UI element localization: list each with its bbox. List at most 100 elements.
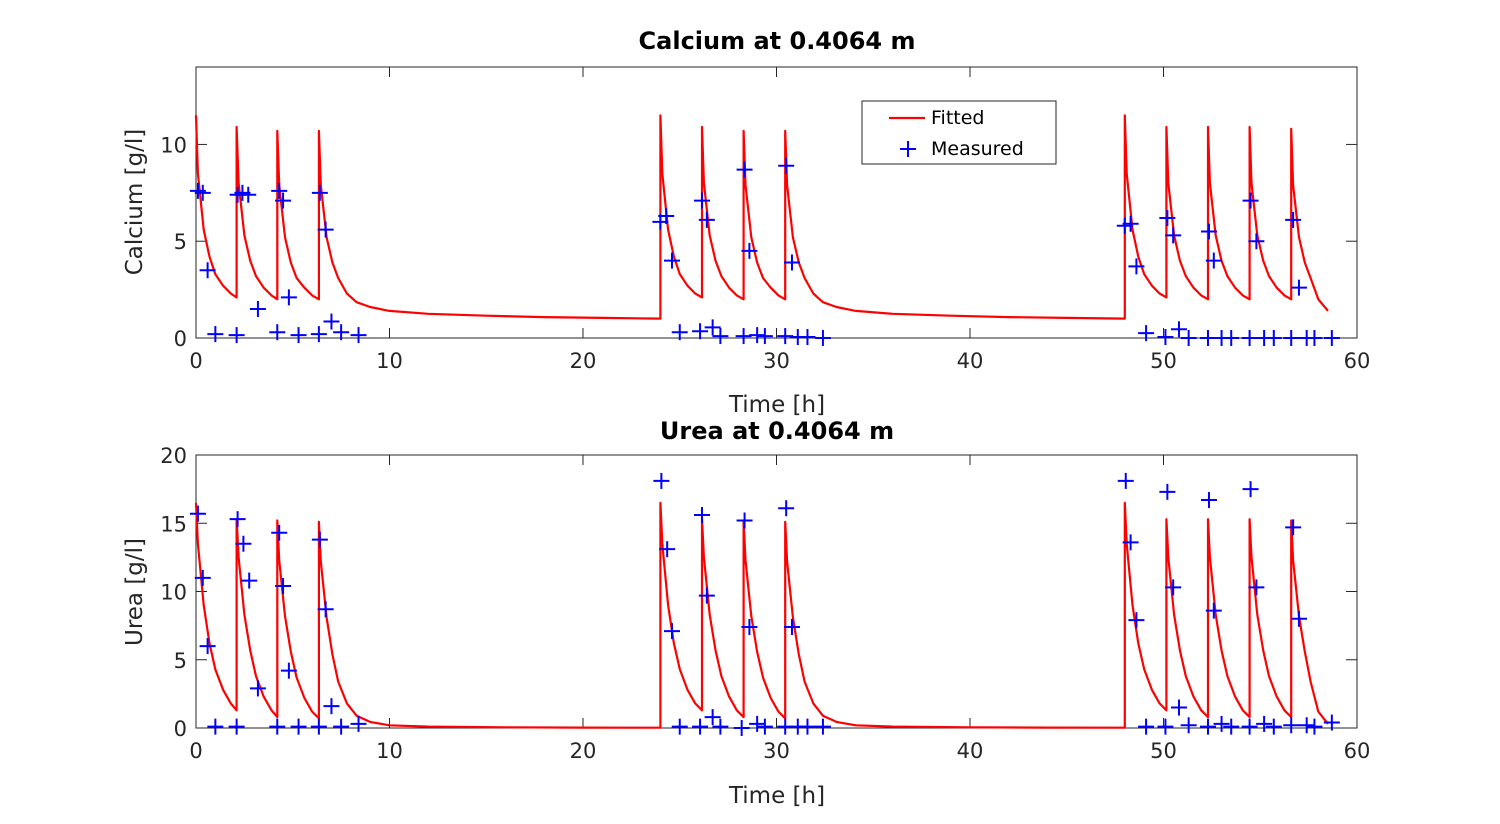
- urea-measured-point: [749, 715, 766, 732]
- urea-measured-point: [199, 638, 216, 655]
- urea-measured-point: [1265, 718, 1282, 735]
- urea-measured-point: [1122, 534, 1139, 551]
- calcium-x-tick-label: 60: [1344, 349, 1371, 373]
- calcium-x-tick-label: 40: [957, 349, 984, 373]
- urea-measured-point: [1200, 492, 1217, 509]
- urea-measured-point: [1256, 715, 1273, 732]
- urea-measured-point: [733, 720, 750, 736]
- calcium-measured-point: [1265, 330, 1282, 346]
- urea-measured-point: [249, 680, 266, 697]
- urea-measured-point: [659, 541, 676, 558]
- calcium-measured-point: [269, 324, 286, 341]
- urea-measured-point: [1298, 717, 1315, 734]
- urea-measured-point: [653, 472, 670, 489]
- urea-measured-point: [1200, 718, 1217, 735]
- urea-measured-point: [189, 505, 206, 522]
- calcium-measured-point: [1200, 330, 1217, 346]
- calcium-y-tick-label: 5: [174, 230, 187, 254]
- calcium-measured-point: [199, 262, 216, 279]
- calcium-measured-series: [189, 157, 1340, 346]
- urea-measured-point: [333, 718, 350, 735]
- calcium-measured-point: [671, 324, 688, 341]
- urea-measured-point: [310, 718, 327, 735]
- calcium-measured-point: [698, 211, 715, 228]
- urea-measured-point: [814, 718, 831, 735]
- urea-measured-point: [350, 715, 367, 732]
- calcium-measured-point: [814, 330, 831, 346]
- calcium-measured-point: [194, 184, 211, 201]
- urea-measured-point: [228, 718, 245, 735]
- calcium-measured-point: [311, 184, 328, 201]
- urea-measured-point: [269, 718, 286, 735]
- urea-measured-point: [1165, 579, 1182, 596]
- calcium-measured-point: [736, 161, 753, 178]
- urea-y-tick-label: 10: [160, 581, 187, 605]
- calcium-measured-point: [275, 192, 292, 209]
- calcium-axis-ticks: 0 10 20 30 40 50 60 0 5 10: [160, 67, 1370, 373]
- calcium-plot: Calcium at 0.4064 m 0 10 20 30 40 50 60 0 5 10 Ti…: [122, 27, 1370, 418]
- calcium-measured-point: [704, 319, 721, 336]
- urea-measured-point: [1290, 610, 1307, 627]
- urea-x-tick-label: 30: [763, 739, 790, 763]
- calcium-measured-point: [1290, 279, 1307, 296]
- calcium-measured-point: [1285, 211, 1302, 228]
- calcium-measured-point: [1165, 227, 1182, 244]
- urea-measured-point: [1138, 718, 1155, 735]
- calcium-x-tick-label: 30: [763, 349, 790, 373]
- calcium-y-axis-label: Calcium [g/l]: [122, 129, 148, 276]
- calcium-measured-point: [240, 186, 257, 203]
- urea-measured-point: [235, 535, 252, 552]
- urea-measured-point: [323, 698, 340, 715]
- urea-measured-point: [1285, 519, 1302, 536]
- urea-measured-point: [712, 718, 729, 735]
- urea-measured-point: [207, 718, 224, 735]
- urea-x-tick-label: 20: [570, 739, 597, 763]
- urea-measured-point: [1128, 612, 1145, 629]
- calcium-measured-point: [1157, 329, 1174, 346]
- urea-measured-point: [1170, 699, 1187, 716]
- urea-measured-point: [736, 512, 753, 529]
- urea-measured-point: [280, 662, 297, 679]
- urea-y-tick-label: 20: [160, 444, 187, 468]
- calcium-measured-point: [1248, 233, 1265, 250]
- urea-measured-point: [1117, 472, 1134, 489]
- calcium-measured-point: [735, 328, 752, 345]
- urea-x-tick-label: 50: [1150, 739, 1177, 763]
- calcium-measured-point: [323, 313, 340, 330]
- calcium-measured-point: [290, 327, 307, 344]
- calcium-measured-point: [1138, 325, 1155, 342]
- calcium-measured-point: [1323, 330, 1340, 346]
- calcium-measured-point: [350, 327, 367, 344]
- urea-plot: Urea at 0.4064 m 0 10 20 30 40 50 60 0 5 10 15 20 T…: [122, 417, 1370, 809]
- calcium-measured-point: [694, 192, 711, 209]
- calcium-measured-point: [1241, 330, 1258, 346]
- urea-x-tick-label: 0: [189, 739, 202, 763]
- urea-y-tick-label: 15: [160, 512, 187, 536]
- calcium-measured-point: [1170, 321, 1187, 338]
- calcium-measured-point: [741, 242, 758, 259]
- calcium-measured-point: [1283, 330, 1300, 346]
- calcium-x-tick-label: 0: [189, 349, 202, 373]
- calcium-x-tick-label: 20: [570, 349, 597, 373]
- calcium-measured-point: [756, 328, 773, 345]
- calcium-measured-point: [1205, 252, 1222, 269]
- urea-measured-point: [194, 569, 211, 586]
- urea-measured-point: [694, 507, 711, 524]
- calcium-measured-point: [778, 157, 795, 174]
- legend-fitted-label: Fitted: [931, 107, 984, 129]
- urea-x-axis-label: Time [h]: [728, 783, 825, 809]
- urea-measured-point: [741, 618, 758, 635]
- urea-measured-point: [290, 718, 307, 735]
- calcium-measured-point: [1128, 258, 1145, 275]
- urea-measured-point: [317, 601, 334, 618]
- urea-measured-point: [1248, 579, 1265, 596]
- urea-measured-point: [1157, 718, 1174, 735]
- calcium-x-axis-label: Time [h]: [728, 392, 825, 418]
- urea-measured-point: [671, 718, 688, 735]
- urea-measured-point: [271, 524, 288, 541]
- urea-y-tick-label: 0: [174, 717, 187, 741]
- urea-measured-point: [664, 623, 681, 640]
- urea-axis-ticks: 0 10 20 30 40 50 60 0 5 10 15 20: [160, 444, 1370, 763]
- urea-measured-point: [783, 618, 800, 635]
